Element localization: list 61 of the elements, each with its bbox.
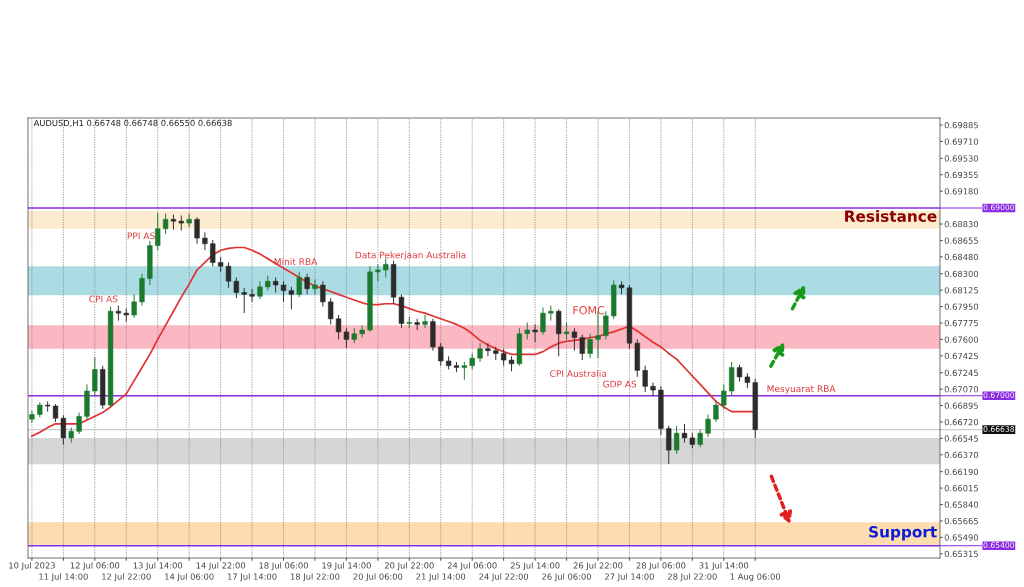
y-tick-label: 0.69530 [944, 155, 979, 162]
y-tick-label: 0.66190 [944, 468, 979, 475]
y-tick-label: 0.66370 [944, 451, 979, 459]
annotation: Mesyuarat RBA [767, 385, 836, 394]
x-tick-label: 18 Jul 22:00 [290, 573, 340, 582]
y-tick-label: 0.65315 [944, 550, 978, 558]
y-tick-label: 0.69885 [944, 122, 978, 129]
y-tick-label: 0.68125 [944, 287, 978, 294]
annotation: Support [869, 526, 937, 541]
x-tick-label: 27 Jul 14:00 [605, 573, 654, 582]
x-tick-label: 31 Jul 14:00 [699, 562, 749, 571]
y-tick-label: 0.66015 [944, 485, 978, 492]
x-tick-label: 24 Jul 06:00 [447, 562, 497, 571]
x-tick-label: 28 Jul 22:00 [667, 573, 717, 582]
y-tick-label: 0.67070 [944, 386, 979, 393]
x-tick-label: 17 Jul 14:00 [228, 573, 277, 582]
x-tick-label: 12 Jul 06:00 [70, 562, 120, 571]
y-tick-label: 0.69180 [944, 188, 979, 195]
annotation: GDP AS [603, 380, 637, 388]
annotation: CPI Australia [550, 369, 606, 377]
y-tick-label: 0.68300 [944, 270, 979, 278]
x-tick-label: 18 Jul 06:00 [259, 562, 308, 571]
x-tick-label: 20 Jul 22:00 [384, 562, 434, 571]
x-tick-label: 10 Jul 2023 [9, 562, 55, 571]
x-tick-label: 20 Jul 06:00 [353, 573, 403, 582]
y-tick-label: 0.66720 [944, 418, 979, 426]
annotation: AUDUSD,H1 0.66748 0.66748 0.66550 0.66638 [33, 119, 232, 128]
x-tick-label: 19 Jul 14:00 [322, 562, 371, 571]
y-tick-label: 0.67600 [944, 336, 979, 343]
y-tick-label: 0.68655 [944, 237, 978, 244]
y-tick-label: 0.68480 [944, 253, 979, 261]
x-tick-label: 12 Jul 22:00 [102, 573, 151, 582]
x-tick-label: 24 Jul 22:00 [479, 573, 529, 582]
y-tick-label: 0.66895 [944, 402, 978, 409]
x-tick-label: 14 Jul 06:00 [165, 573, 214, 582]
annotation: FOMC [573, 306, 605, 315]
y-tick-label: 0.67950 [944, 303, 979, 310]
x-tick-label: 26 Jul 06:00 [542, 573, 591, 582]
y-tick-label: 0.69355 [944, 171, 978, 179]
y-tick-label: 0.67245 [944, 369, 978, 376]
y-tick-label: 0.65490 [944, 534, 979, 541]
x-tick-label: 25 Jul 14:00 [510, 562, 560, 571]
x-tick-label: 11 Jul 14:00 [39, 573, 88, 582]
annotation: Resistance [845, 210, 937, 222]
annotation: CPI AS [89, 295, 118, 303]
y-tick-label: 0.65665 [944, 517, 978, 525]
y-tick-label: 0.67425 [944, 352, 978, 360]
x-tick-label: 13 Jul 14:00 [133, 562, 183, 571]
x-tick-label: 28 Jul 06:00 [636, 562, 686, 571]
annotation: Data Pekerjaan Australia [355, 251, 466, 261]
x-tick-label: 26 Jul 22:00 [573, 562, 623, 571]
annotation: Minit RBA [274, 258, 318, 265]
x-tick-label: 21 Jul 14:00 [416, 573, 466, 582]
y-tick-label: 0.68830 [944, 220, 979, 228]
annotation: PPI AS [127, 232, 155, 240]
y-tick-label: 0.65840 [944, 501, 979, 508]
x-tick-label: 1 Aug 06:00 [730, 573, 781, 582]
x-tick-label: 14 Jul 22:00 [196, 562, 246, 571]
y-tick-label: 0.66545 [944, 435, 978, 442]
y-tick-label: 0.67775 [944, 319, 978, 327]
y-tick-label: 0.69710 [944, 138, 979, 145]
